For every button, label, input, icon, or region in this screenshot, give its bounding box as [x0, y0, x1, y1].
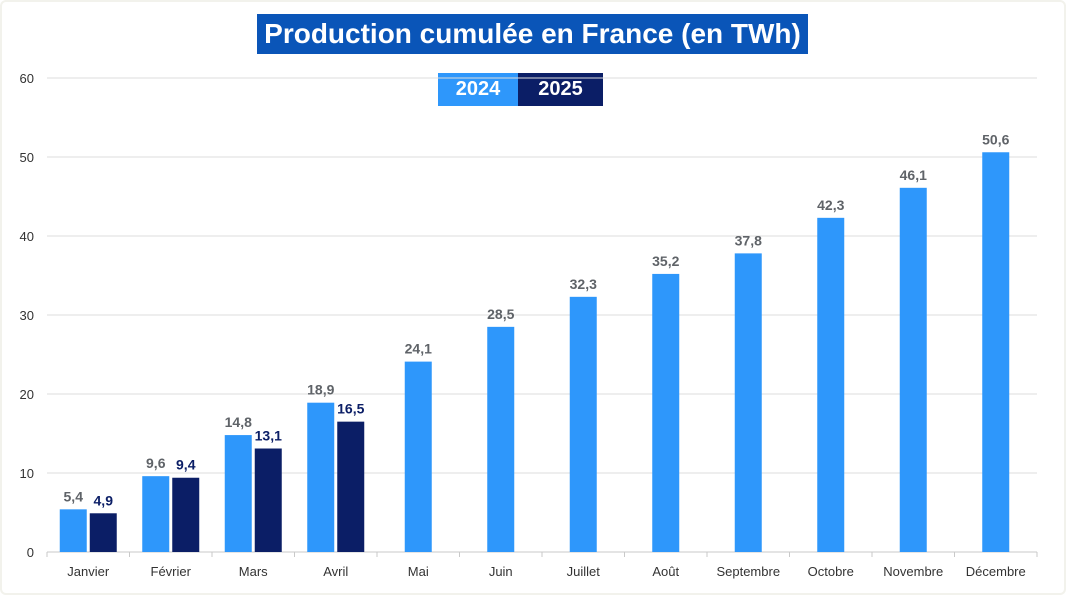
x-tick-label-2: Mars [239, 564, 268, 579]
data-label-2024-0: 5,4 [64, 488, 84, 504]
x-tick-label-7: Août [652, 564, 679, 579]
bar-2024-11 [982, 152, 1010, 552]
data-label-2024-7: 35,2 [652, 253, 679, 269]
x-tick-label-11: Décembre [966, 564, 1026, 579]
data-label-2025-2: 13,1 [255, 428, 282, 444]
x-tick-label-1: Février [151, 564, 192, 579]
bar-2024-9 [817, 217, 845, 552]
chart-title: Production cumulée en France (en TWh) [257, 14, 808, 54]
y-tick-label-0: 0 [27, 545, 34, 560]
bar-2024-10 [899, 187, 927, 552]
data-label-2024-4: 24,1 [405, 341, 432, 357]
y-tick-label-60: 60 [20, 71, 34, 86]
data-label-2024-11: 50,6 [982, 131, 1009, 147]
data-label-2024-8: 37,8 [735, 232, 762, 248]
x-tick-label-4: Mai [408, 564, 429, 579]
data-labels: 5,4 4,9 9,6 9,4 14,813,1 18,916,5 24,1 28,5 32,3… [64, 131, 1010, 508]
x-tick-label-0: Janvier [67, 564, 110, 579]
y-tick-label-20: 20 [20, 387, 34, 402]
bar-2025-1 [172, 477, 200, 552]
bar-2024-5 [487, 326, 515, 552]
y-axis: 0 10 20 30 40 50 60 [20, 71, 34, 560]
data-label-2024-10: 46,1 [900, 167, 927, 183]
x-tick-label-10: Novembre [883, 564, 943, 579]
x-tick-label-8: Septembre [716, 564, 780, 579]
data-label-2024-2: 14,8 [225, 414, 252, 430]
x-tick-label-6: Juillet [567, 564, 601, 579]
data-label-2025-1: 9,4 [176, 457, 196, 473]
bar-2025-0 [89, 513, 117, 552]
y-tick-label-40: 40 [20, 229, 34, 244]
y-tick-label-30: 30 [20, 308, 34, 323]
bars [59, 152, 1010, 552]
bar-2024-1 [142, 476, 170, 552]
bar-2024-0 [59, 509, 87, 552]
data-label-2024-9: 42,3 [817, 197, 844, 213]
x-tick-label-3: Avril [323, 564, 348, 579]
data-label-2024-6: 32,3 [570, 276, 597, 292]
y-tick-label-10: 10 [20, 466, 34, 481]
data-label-2025-0: 4,9 [94, 492, 114, 508]
data-label-2024-3: 18,9 [307, 382, 334, 398]
data-label-2024-5: 28,5 [487, 306, 514, 322]
bar-2025-3 [337, 421, 365, 552]
data-label-2024-1: 9,6 [146, 455, 166, 471]
data-label-2025-3: 16,5 [337, 401, 364, 417]
x-axis: Janvier Février Mars Avril Mai Juin Juillet Aoû… [46, 552, 1038, 579]
bar-2024-6 [569, 296, 597, 552]
bar-2025-2 [254, 448, 282, 552]
bar-2024-2 [224, 435, 252, 552]
x-tick-label-5: Juin [489, 564, 513, 579]
y-tick-label-50: 50 [20, 150, 34, 165]
bar-2024-8 [734, 253, 762, 552]
bar-2024-4 [404, 361, 432, 552]
bar-2024-3 [307, 402, 335, 552]
bar-2024-7 [652, 273, 680, 552]
x-tick-label-9: Octobre [808, 564, 854, 579]
